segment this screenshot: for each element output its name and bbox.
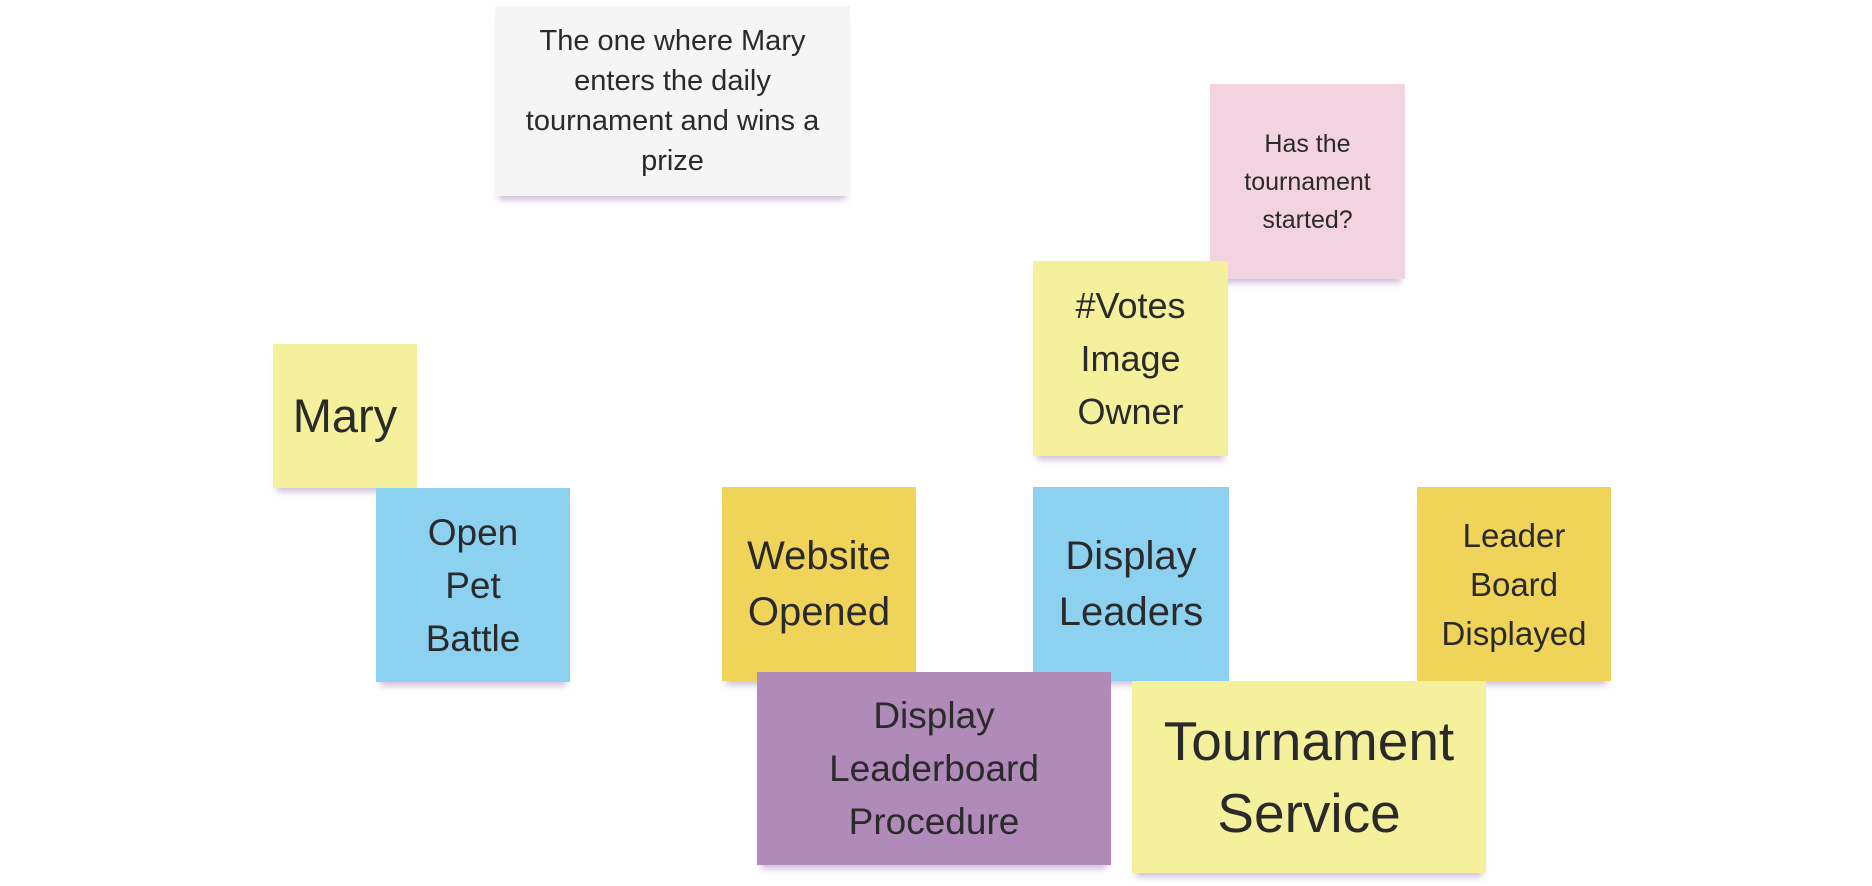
sticky-note-mary-text: Mary <box>292 389 398 442</box>
sticky-note-display-leaders-text: Display Leaders <box>1058 534 1204 634</box>
sticky-note-tournament-service-text: Tournament Service <box>1163 710 1455 844</box>
sticky-note-tournament-service[interactable]: Tournament Service <box>1132 681 1486 873</box>
sticky-note-display-leaderboard-procedure-text: Display Leaderboard Procedure <box>829 695 1039 842</box>
sticky-note-leader-board-displayed-text: Leader Board Displayed <box>1441 516 1587 652</box>
sticky-note-display-leaders[interactable]: Display Leaders <box>1033 487 1229 681</box>
sticky-note-question-text: Has the tournament started? <box>1244 129 1371 234</box>
sticky-note-story-text: The one where Mary enters the daily tour… <box>525 25 820 177</box>
sticky-note-website-opened-text: Website Opened <box>747 534 891 634</box>
sticky-note-story[interactable]: The one where Mary enters the daily tour… <box>495 6 850 196</box>
sticky-note-display-leaderboard-procedure[interactable]: Display Leaderboard Procedure <box>757 672 1111 865</box>
sticky-note-question[interactable]: Has the tournament started? <box>1210 84 1405 279</box>
sticky-note-open-pet-battle[interactable]: Open Pet Battle <box>376 488 570 682</box>
sticky-note-votes[interactable]: #Votes Image Owner <box>1033 261 1228 456</box>
sticky-note-mary[interactable]: Mary <box>273 344 417 488</box>
sticky-note-website-opened[interactable]: Website Opened <box>722 487 916 681</box>
sticky-note-open-pet-battle-text: Open Pet Battle <box>425 511 521 659</box>
sticky-note-leader-board-displayed[interactable]: Leader Board Displayed <box>1417 487 1611 681</box>
sticky-note-votes-text: #Votes Image Owner <box>1075 285 1186 432</box>
